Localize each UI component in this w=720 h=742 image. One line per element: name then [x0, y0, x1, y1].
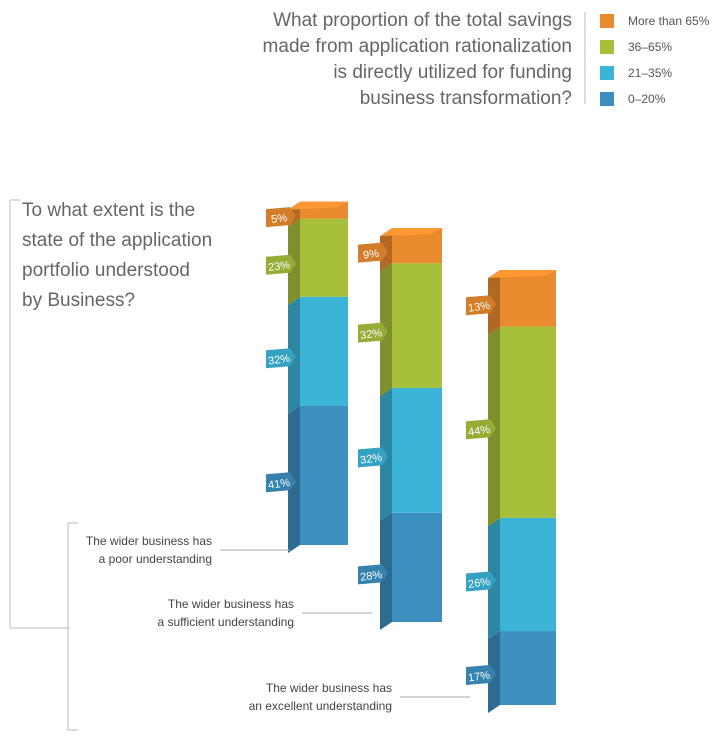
category-label: The wider business has a poor understand… [85, 534, 212, 566]
value-label-tag [266, 254, 296, 275]
value-label-tag [358, 447, 388, 468]
value-label-tag [466, 295, 496, 316]
value-label: 17% [467, 670, 491, 685]
bar-segment [392, 263, 442, 388]
value-label: 32% [267, 353, 291, 368]
legend-swatch [600, 40, 614, 54]
legend-label: 0–20% [628, 92, 666, 106]
value-label-tag [466, 571, 496, 592]
category-label: The wider business has a sufficient unde… [157, 597, 294, 629]
value-label: 23% [267, 259, 291, 274]
category-label: The wider business has an excellent unde… [248, 681, 392, 713]
bar-segment [300, 296, 348, 406]
value-label: 28% [359, 569, 383, 584]
value-label-tag [266, 207, 296, 228]
value-label-tag [358, 322, 388, 343]
chart-title: What proportion of the total savings mad… [262, 10, 572, 109]
legend-label: 21–35% [628, 66, 673, 80]
bar-segment [392, 388, 442, 513]
bar-top [288, 201, 348, 210]
bar-segment [392, 512, 442, 622]
legend-swatch [600, 92, 614, 106]
legend-swatch [600, 66, 614, 80]
value-label: 44% [467, 424, 491, 439]
value-label: 26% [467, 576, 491, 591]
value-label-tag [466, 665, 496, 686]
value-label: 41% [267, 477, 291, 492]
value-label: 32% [359, 452, 383, 467]
bar-segment [300, 218, 348, 297]
legend-swatch [600, 14, 614, 28]
legend-label: 36–65% [628, 40, 673, 54]
bar-top [488, 270, 556, 278]
question: To what extent is the state of the appli… [22, 200, 213, 311]
value-label-tag [266, 348, 296, 369]
value-label: 9% [362, 248, 380, 262]
bar-top [380, 228, 442, 237]
value-label-tag [266, 472, 296, 493]
value-label-tag [466, 419, 496, 440]
bar-segment [500, 631, 556, 705]
value-label: 13% [467, 300, 491, 315]
value-label: 32% [359, 327, 383, 342]
legend-label: More than 65% [628, 14, 710, 28]
value-label-tag [358, 242, 388, 263]
bar-segment [500, 326, 556, 518]
bar-segment [300, 405, 348, 545]
bar-segment [500, 517, 556, 632]
value-label-tag [358, 564, 388, 585]
value-label: 5% [270, 212, 288, 226]
bar-segment [500, 270, 556, 327]
